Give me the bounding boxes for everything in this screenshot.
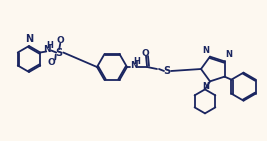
Text: O: O	[141, 49, 149, 58]
Text: N: N	[130, 61, 138, 70]
Text: N: N	[44, 45, 51, 54]
Text: O: O	[56, 36, 64, 45]
Text: S: S	[56, 48, 63, 58]
Text: N: N	[226, 50, 233, 59]
Text: N: N	[25, 34, 33, 44]
Text: N: N	[202, 82, 209, 91]
Text: S: S	[163, 66, 171, 76]
Text: O: O	[47, 58, 55, 67]
Text: N: N	[202, 46, 209, 55]
Text: H: H	[134, 58, 140, 67]
Text: H: H	[46, 41, 53, 50]
